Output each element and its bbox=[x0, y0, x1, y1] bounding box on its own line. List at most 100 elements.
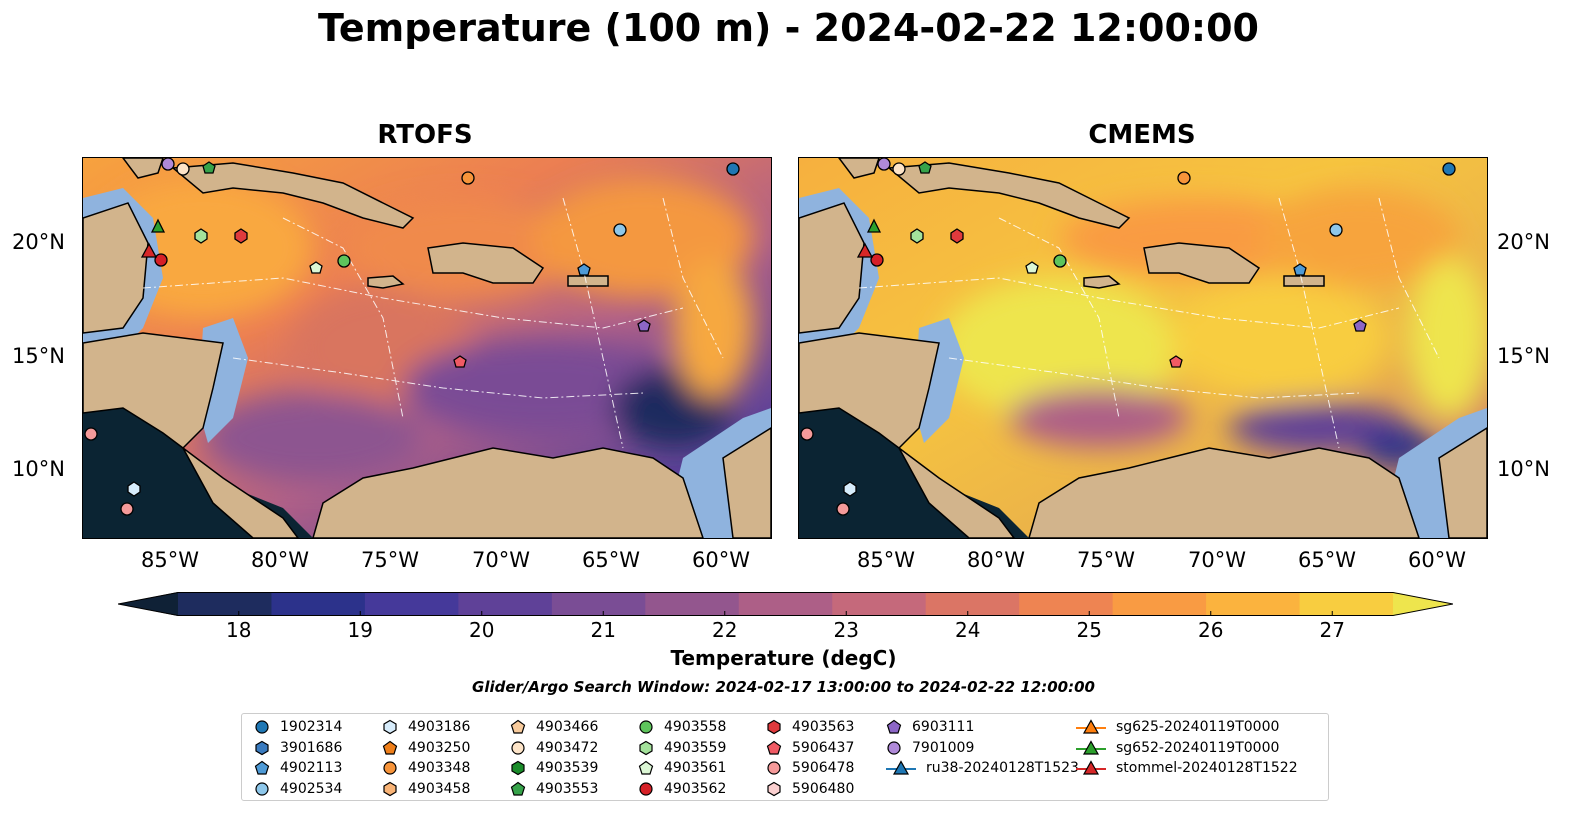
colorbar-tick-label: 20 bbox=[469, 618, 495, 642]
legend-entry: 1902314 bbox=[254, 717, 342, 738]
legend-label: 7901009 bbox=[912, 739, 975, 756]
legend-entry: 4903559 bbox=[638, 738, 726, 759]
legend-column: 1902314 3901686 4902113 4902534 bbox=[254, 717, 342, 799]
search-window-note: Glider/Argo Search Window: 2024-02-17 13… bbox=[472, 678, 1095, 696]
colorbar-cell bbox=[1112, 592, 1207, 616]
legend-entry: 4902113 bbox=[254, 758, 342, 779]
legend-label: 4903466 bbox=[536, 719, 599, 736]
colorbar-cell bbox=[458, 592, 553, 616]
colorbar-cell bbox=[364, 592, 459, 616]
legend-label: 5906437 bbox=[792, 739, 855, 756]
triangle-line-marker-icon bbox=[1076, 760, 1116, 776]
legend-label: sg652-20240119T0000 bbox=[1116, 739, 1280, 756]
lon-tick-70w-rtofs: 70°W bbox=[472, 548, 530, 572]
circle-marker-icon bbox=[254, 719, 280, 735]
legend: 1902314 3901686 4902113 4902534 4903186 49032… bbox=[241, 713, 1329, 801]
legend-entry: 4903563 bbox=[766, 717, 854, 738]
legend-entry: 4903553 bbox=[510, 779, 598, 800]
lat-tick-10n-right: 10°N bbox=[1497, 457, 1550, 481]
lon-tick-85w-rtofs: 85°W bbox=[141, 548, 199, 572]
lat-tick-20n-left: 20°N bbox=[12, 230, 65, 254]
legend-entry: ru38-20240128T1523 bbox=[886, 758, 1079, 779]
map-rtofs-canvas bbox=[83, 158, 771, 538]
pentagon-marker-icon bbox=[382, 740, 408, 756]
map-rtofs bbox=[82, 157, 772, 539]
legend-label: 4903472 bbox=[536, 739, 599, 756]
legend-label: 5906480 bbox=[792, 780, 855, 797]
hexagon-marker-icon bbox=[766, 781, 792, 797]
legend-entry: 4903472 bbox=[510, 738, 598, 759]
legend-label: 4903559 bbox=[664, 739, 727, 756]
pentagon-marker-icon bbox=[766, 740, 792, 756]
colorbar-title: Temperature (degC) bbox=[670, 646, 897, 670]
triangle-line-marker-icon bbox=[1076, 740, 1116, 756]
colorbar-tick-label: 19 bbox=[347, 618, 373, 642]
pentagon-marker-icon bbox=[510, 719, 536, 735]
circle-marker-icon bbox=[254, 781, 280, 797]
circle-marker-icon bbox=[766, 760, 792, 776]
legend-column: 4903563 5906437 5906478 5906480 bbox=[766, 717, 854, 799]
legend-label: 4903563 bbox=[792, 719, 855, 736]
pentagon-marker-icon bbox=[510, 781, 536, 797]
panel-title-cmems: CMEMS bbox=[1088, 120, 1196, 150]
legend-column: 6903111 7901009 ru38-20240128T1523 bbox=[886, 717, 1079, 779]
circle-marker-icon bbox=[638, 781, 664, 797]
colorbar-cell bbox=[925, 592, 1020, 616]
hexagon-marker-icon bbox=[638, 740, 664, 756]
colorbar bbox=[117, 592, 1454, 616]
colorbar-cell bbox=[645, 592, 740, 616]
map-cmems-canvas bbox=[799, 158, 1487, 538]
legend-entry: 4903186 bbox=[382, 717, 470, 738]
legend-entry: sg652-20240119T0000 bbox=[1076, 738, 1298, 759]
colorbar-tick-label: 21 bbox=[590, 618, 616, 642]
colorbar-tick-label: 24 bbox=[955, 618, 981, 642]
panel-title-rtofs: RTOFS bbox=[377, 120, 473, 150]
lon-tick-70w-cmems: 70°W bbox=[1188, 548, 1246, 572]
hexagon-marker-icon bbox=[254, 740, 280, 756]
legend-label: 4902113 bbox=[280, 760, 343, 777]
cmems-markers bbox=[800, 158, 1456, 516]
pentagon-marker-icon bbox=[886, 719, 912, 735]
lat-tick-20n-right: 20°N bbox=[1497, 230, 1550, 254]
legend-column: 4903466 4903472 4903539 4903553 bbox=[510, 717, 598, 799]
colorbar-cell bbox=[832, 592, 927, 616]
legend-entry: 5906478 bbox=[766, 758, 854, 779]
legend-entry: 4903561 bbox=[638, 758, 726, 779]
legend-entry: 4903539 bbox=[510, 758, 598, 779]
legend-entry: 3901686 bbox=[254, 738, 342, 759]
lon-tick-65w-rtofs: 65°W bbox=[582, 548, 640, 572]
colorbar-extend-high bbox=[1393, 592, 1453, 616]
lon-tick-85w-cmems: 85°W bbox=[857, 548, 915, 572]
legend-entry: 7901009 bbox=[886, 738, 1079, 759]
triangle-line-marker-icon bbox=[886, 760, 926, 776]
lon-tick-60w-rtofs: 60°W bbox=[692, 548, 750, 572]
lon-tick-75w-cmems: 75°W bbox=[1077, 548, 1135, 572]
legend-entry: 6903111 bbox=[886, 717, 1079, 738]
colorbar-tick-label: 23 bbox=[833, 618, 859, 642]
circle-marker-icon bbox=[638, 719, 664, 735]
colorbar-cell bbox=[271, 592, 366, 616]
lon-tick-75w-rtofs: 75°W bbox=[361, 548, 419, 572]
legend-label: sg625-20240119T0000 bbox=[1116, 719, 1280, 736]
legend-label: 4903562 bbox=[664, 780, 727, 797]
lon-tick-80w-cmems: 80°W bbox=[967, 548, 1025, 572]
legend-column: 4903186 4903250 4903348 4903458 bbox=[382, 717, 470, 799]
colorbar-tick-label: 26 bbox=[1198, 618, 1224, 642]
legend-label: 4903348 bbox=[408, 760, 471, 777]
legend-entry: 4903250 bbox=[382, 738, 470, 759]
legend-label: stommel-20240128T1522 bbox=[1116, 760, 1298, 777]
legend-entry: 5906480 bbox=[766, 779, 854, 800]
lon-tick-60w-cmems: 60°W bbox=[1408, 548, 1466, 572]
legend-label: 4903553 bbox=[536, 780, 599, 797]
legend-label: 3901686 bbox=[280, 739, 343, 756]
colorbar-tick-label: 27 bbox=[1319, 618, 1345, 642]
legend-label: 4903561 bbox=[664, 760, 727, 777]
colorbar-cell bbox=[1206, 592, 1301, 616]
hexagon-marker-icon bbox=[766, 719, 792, 735]
lat-tick-15n-left: 15°N bbox=[12, 344, 65, 368]
colorbar-tick-label: 22 bbox=[712, 618, 738, 642]
colorbar-tick-label: 18 bbox=[226, 618, 252, 642]
colorbar-cell bbox=[738, 592, 833, 616]
hexagon-marker-icon bbox=[510, 760, 536, 776]
legend-entry: sg625-20240119T0000 bbox=[1076, 717, 1298, 738]
